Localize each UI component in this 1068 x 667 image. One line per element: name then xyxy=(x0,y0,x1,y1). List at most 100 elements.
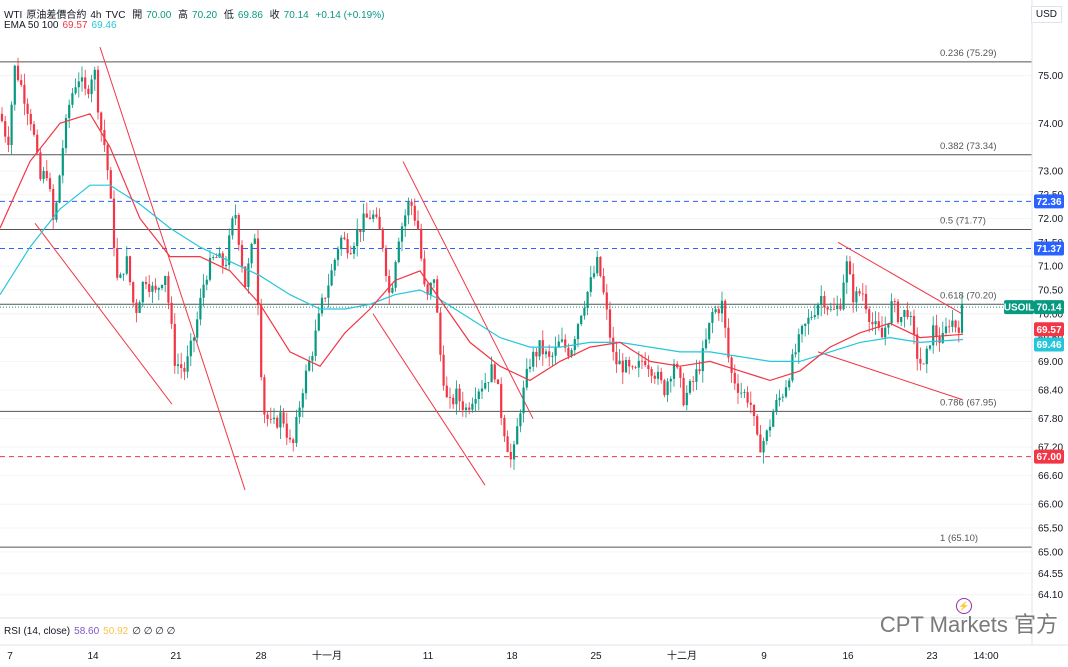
x-tick-label: 16 xyxy=(842,651,854,662)
candle-body xyxy=(685,392,688,406)
symbol[interactable]: WTI xyxy=(4,10,23,21)
candle-body xyxy=(672,363,676,379)
candle-body xyxy=(71,93,74,105)
candle-body xyxy=(346,239,349,254)
candle-body xyxy=(816,304,820,316)
candle-body xyxy=(333,259,336,271)
candle-body xyxy=(500,384,503,418)
candle-body xyxy=(26,103,29,114)
ema-legend[interactable]: EMA 50 100 69.57 69.46 xyxy=(4,20,121,31)
candle-body xyxy=(77,81,80,88)
candle-body xyxy=(80,77,84,82)
lightning-icon[interactable]: ⚡ xyxy=(956,598,972,614)
candle-body xyxy=(477,391,480,400)
y-tick-label: 66.00 xyxy=(1038,500,1063,511)
candle-body xyxy=(615,351,618,365)
candle-body xyxy=(740,392,743,394)
ema100-value: 69.46 xyxy=(91,20,117,31)
candle-body xyxy=(106,145,109,171)
trend-line[interactable] xyxy=(402,161,534,419)
candle-body xyxy=(704,339,708,349)
y-tick-label: 70.50 xyxy=(1038,285,1063,296)
candle-body xyxy=(256,238,260,306)
candle-body xyxy=(423,258,426,285)
y-tick-label: 64.10 xyxy=(1038,590,1063,601)
ema50-value: 69.57 xyxy=(62,20,88,31)
candle-body xyxy=(381,228,384,249)
candle-body xyxy=(192,337,196,341)
candle-body xyxy=(308,360,311,371)
candle-body xyxy=(612,337,615,352)
candle-body xyxy=(752,404,756,417)
candle-body xyxy=(151,285,154,292)
x-tick-label: 14:00 xyxy=(973,651,998,662)
candle-body xyxy=(922,363,925,365)
candle-body xyxy=(778,397,781,400)
candle-body xyxy=(317,313,320,331)
trend-line[interactable] xyxy=(99,46,246,491)
candle-body xyxy=(468,407,471,410)
candle-body xyxy=(122,273,125,275)
fib-level-label: 0.236 (75.29) xyxy=(940,48,997,59)
candle-body xyxy=(669,378,672,382)
candle-body xyxy=(384,248,388,276)
price-level-badge-text: 71.37 xyxy=(1036,244,1061,255)
candle-body xyxy=(23,84,26,104)
candle-body xyxy=(100,112,103,131)
candle-body xyxy=(925,348,928,365)
candle-body xyxy=(589,277,592,292)
candle-body xyxy=(173,323,176,366)
candle-body xyxy=(618,360,621,365)
price-badge xyxy=(1034,322,1064,337)
candle-body xyxy=(410,201,413,206)
candle-body xyxy=(109,170,112,199)
candle-body xyxy=(429,282,432,295)
candle-body xyxy=(234,214,237,219)
candle-body xyxy=(266,414,269,419)
candle-body xyxy=(343,237,346,240)
candle-body xyxy=(794,352,797,355)
trend-line[interactable] xyxy=(372,313,486,486)
candle-body xyxy=(42,171,45,180)
candle-body xyxy=(564,339,567,348)
trend-line[interactable] xyxy=(837,241,963,315)
candle-body xyxy=(487,382,490,384)
candle-body xyxy=(228,235,231,265)
candle-body xyxy=(397,241,400,263)
candle-body xyxy=(64,118,68,149)
x-tick-label: 25 xyxy=(590,651,602,662)
candle-body xyxy=(810,317,813,318)
symbol-description: 原油差價合約 xyxy=(26,10,87,21)
candle-body xyxy=(391,287,394,293)
trend-line[interactable] xyxy=(817,351,963,400)
candle-body xyxy=(45,171,48,179)
price-badge-text: 69.57 xyxy=(1036,325,1061,336)
candle-body xyxy=(96,69,100,113)
candle-body xyxy=(420,228,423,259)
candle-body xyxy=(404,215,407,227)
timeframe[interactable]: 4h xyxy=(90,10,102,21)
candle-body xyxy=(759,434,762,453)
candle-body xyxy=(583,307,586,316)
candle-body xyxy=(199,297,202,320)
candle-body xyxy=(698,369,701,372)
trend-line[interactable] xyxy=(34,223,173,405)
low-value: 69.86 xyxy=(237,10,263,21)
candle-body xyxy=(48,178,52,190)
candle-body xyxy=(842,282,845,310)
candle-body xyxy=(461,401,464,410)
rsi-legend[interactable]: RSI (14, close) 58.60 50.92 ∅ ∅ ∅ ∅ xyxy=(4,626,179,637)
candle-body xyxy=(829,308,832,310)
candle-body xyxy=(957,327,960,333)
candle-body xyxy=(576,324,580,340)
candle-body xyxy=(877,321,880,328)
candle-body xyxy=(125,256,128,274)
currency-button[interactable]: USD xyxy=(1030,6,1062,23)
candle-body xyxy=(180,364,183,368)
candle-body xyxy=(756,416,759,435)
price-level-badge-text: 72.36 xyxy=(1036,197,1061,208)
candle-body xyxy=(221,253,224,266)
candle-body xyxy=(157,288,160,290)
candle-body xyxy=(772,412,775,427)
